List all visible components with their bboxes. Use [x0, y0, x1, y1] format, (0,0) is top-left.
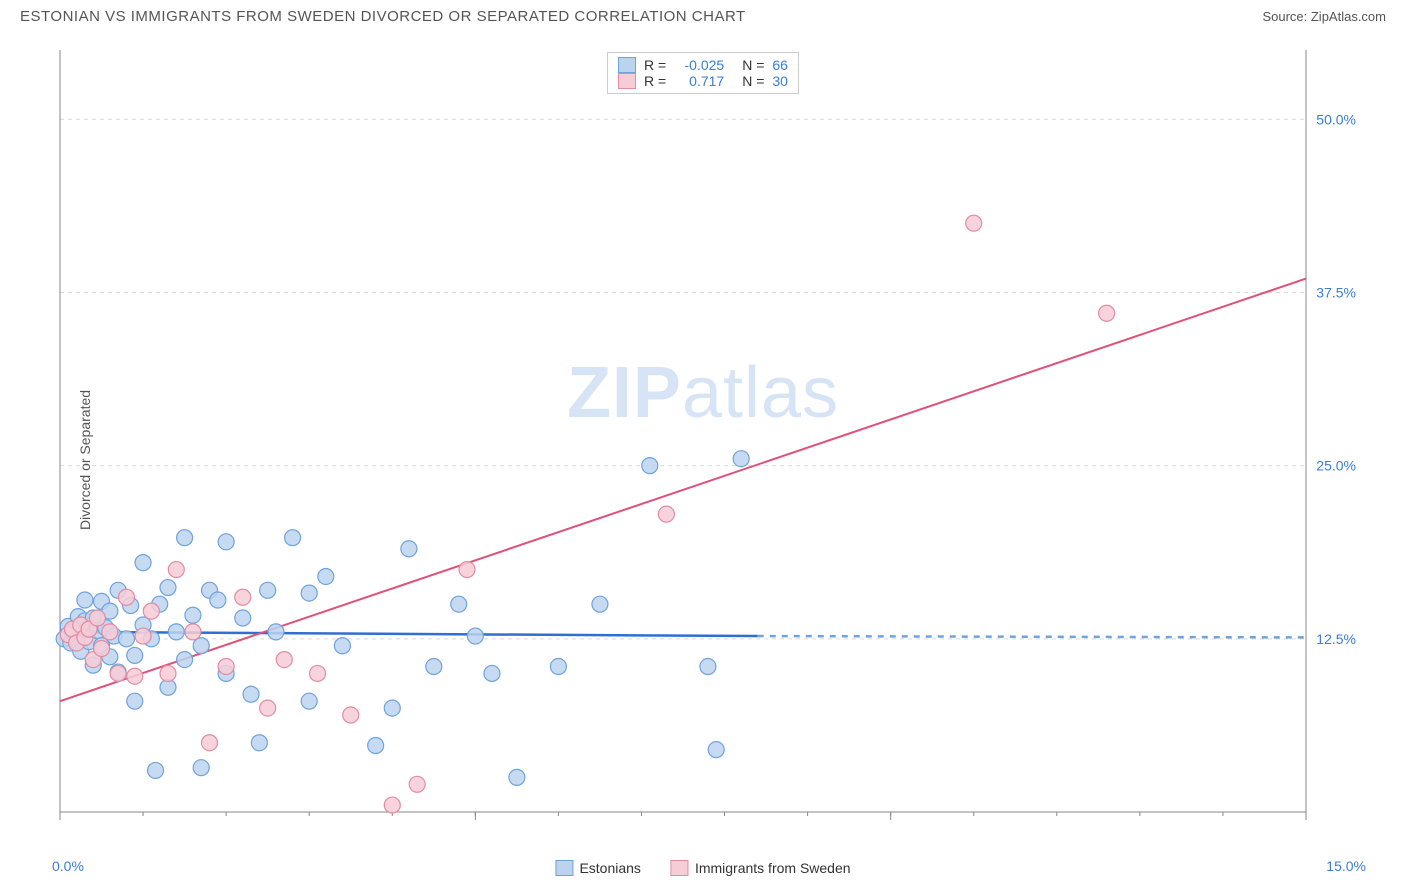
legend-swatch-icon: [618, 57, 636, 73]
data-point: [384, 797, 400, 813]
y-tick-label: 37.5%: [1316, 284, 1356, 300]
data-point: [343, 707, 359, 723]
r-label: R =: [644, 57, 666, 73]
correlation-legend-row: R = -0.025 N = 66: [618, 57, 788, 73]
data-point: [218, 659, 234, 675]
chart-container: Divorced or Separated ZIPatlas 12.5%25.0…: [20, 40, 1386, 880]
n-label: N =: [742, 57, 764, 73]
x-axis-min-label: 0.0%: [52, 858, 84, 874]
data-point: [451, 596, 467, 612]
y-tick-label: 50.0%: [1316, 111, 1356, 127]
data-point: [118, 631, 134, 647]
data-point: [127, 647, 143, 663]
data-point: [1099, 305, 1115, 321]
correlation-legend: R = -0.025 N = 66 R = 0.717 N = 30: [607, 52, 799, 94]
data-point: [276, 652, 292, 668]
data-point: [118, 589, 134, 605]
data-point: [177, 652, 193, 668]
data-point: [285, 530, 301, 546]
source-link[interactable]: ZipAtlas.com: [1311, 9, 1386, 24]
y-axis-label: Divorced or Separated: [77, 390, 93, 530]
r-label: R =: [644, 73, 666, 89]
r-value: 0.717: [674, 73, 724, 89]
legend-item: Immigrants from Sweden: [671, 860, 851, 876]
data-point: [301, 693, 317, 709]
data-point: [384, 700, 400, 716]
data-point: [110, 665, 126, 681]
data-point: [550, 659, 566, 675]
x-axis-max-label: 15.0%: [1326, 858, 1366, 874]
correlation-legend-row: R = 0.717 N = 30: [618, 73, 788, 89]
data-point: [251, 735, 267, 751]
data-point: [733, 451, 749, 467]
data-point: [658, 506, 674, 522]
data-point: [210, 592, 226, 608]
data-point: [102, 624, 118, 640]
data-point: [509, 769, 525, 785]
data-point: [484, 665, 500, 681]
data-point: [966, 215, 982, 231]
data-point: [592, 596, 608, 612]
data-point: [143, 603, 159, 619]
data-point: [467, 628, 483, 644]
regression-line: [60, 632, 758, 636]
data-point: [301, 585, 317, 601]
r-value: -0.025: [674, 57, 724, 73]
data-point: [260, 582, 276, 598]
n-value: 66: [772, 57, 788, 73]
data-point: [202, 735, 218, 751]
data-point: [318, 568, 334, 584]
y-tick-label: 12.5%: [1316, 631, 1356, 647]
data-point: [77, 592, 93, 608]
data-point: [193, 638, 209, 654]
data-point: [185, 624, 201, 640]
data-point: [135, 555, 151, 571]
data-point: [160, 580, 176, 596]
data-point: [94, 641, 110, 657]
data-point: [127, 668, 143, 684]
data-point: [243, 686, 259, 702]
data-point: [708, 742, 724, 758]
data-point: [185, 607, 201, 623]
data-point: [135, 628, 151, 644]
data-point: [459, 562, 475, 578]
chart-title: ESTONIAN VS IMMIGRANTS FROM SWEDEN DIVOR…: [20, 8, 746, 25]
series-legend: Estonians Immigrants from Sweden: [555, 860, 850, 876]
header-bar: ESTONIAN VS IMMIGRANTS FROM SWEDEN DIVOR…: [0, 0, 1406, 29]
data-point: [409, 776, 425, 792]
legend-item-label: Estonians: [579, 860, 640, 876]
data-point: [368, 737, 384, 753]
y-tick-label: 25.0%: [1316, 458, 1356, 474]
n-label: N =: [742, 73, 764, 89]
n-value: 30: [772, 73, 788, 89]
data-point: [177, 530, 193, 546]
data-point: [235, 589, 251, 605]
data-point: [89, 610, 105, 626]
data-point: [127, 693, 143, 709]
legend-swatch-icon: [671, 860, 689, 876]
legend-swatch-icon: [618, 73, 636, 89]
regression-line-extension: [758, 636, 1306, 637]
data-point: [334, 638, 350, 654]
legend-item: Estonians: [555, 860, 640, 876]
data-point: [401, 541, 417, 557]
data-point: [235, 610, 251, 626]
data-point: [148, 762, 164, 778]
data-point: [168, 562, 184, 578]
data-point: [426, 659, 442, 675]
data-point: [700, 659, 716, 675]
data-point: [260, 700, 276, 716]
source-prefix: Source:: [1262, 9, 1310, 24]
source-credit: Source: ZipAtlas.com: [1262, 9, 1386, 24]
data-point: [218, 534, 234, 550]
scatter-chart: 12.5% 25.0% 37.5% 50.0%: [20, 40, 1386, 850]
legend-swatch-icon: [555, 860, 573, 876]
legend-item-label: Immigrants from Sweden: [695, 860, 851, 876]
data-point: [168, 624, 184, 640]
data-point: [268, 624, 284, 640]
data-point: [642, 458, 658, 474]
data-point: [160, 665, 176, 681]
data-point: [310, 665, 326, 681]
data-point: [193, 760, 209, 776]
